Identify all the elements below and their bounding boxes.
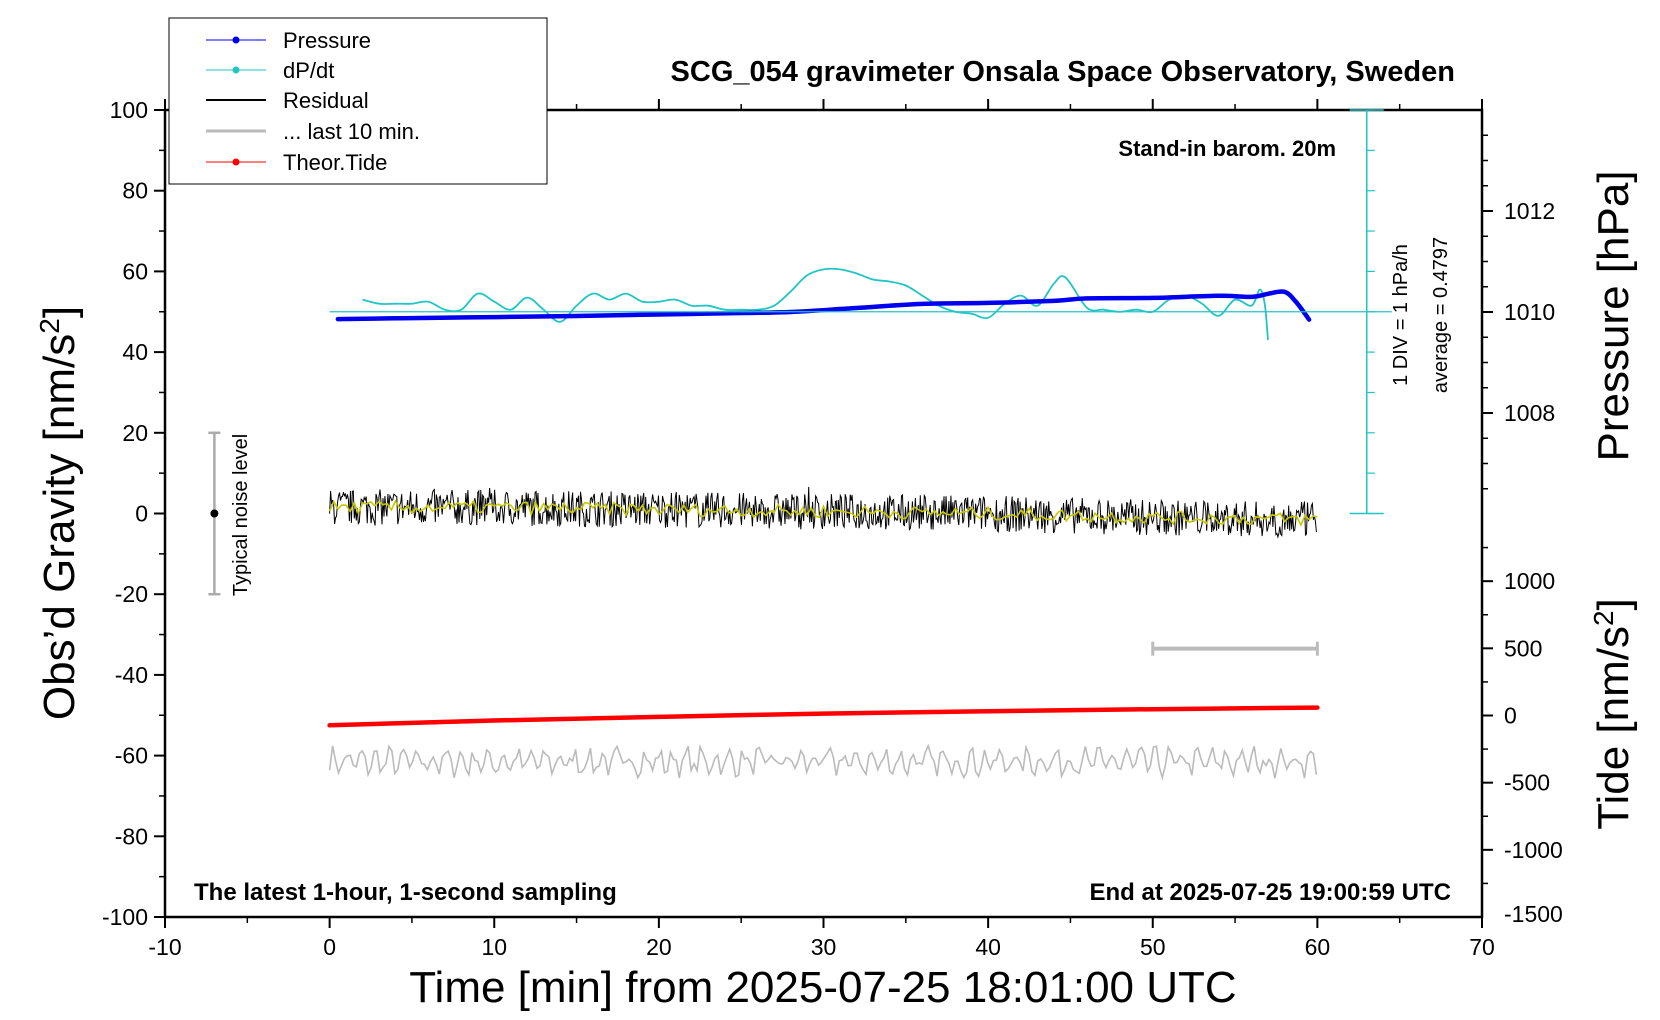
legend-label-residual: Residual: [283, 88, 369, 113]
x-axis-title: Time [min] from 2025-07-25 18:01:00 UTC: [409, 963, 1236, 1012]
pressure-tick-label: 1008: [1504, 400, 1555, 426]
series-residual-smoothed: [328, 499, 1318, 527]
series-residual: [329, 486, 1317, 539]
x-tick-label: 60: [1305, 934, 1331, 960]
chart-title: SCG_054 gravimeter Onsala Space Observat…: [671, 56, 1455, 88]
series-layer: [327, 267, 1320, 781]
tide-axis-title-sup: 2: [1588, 610, 1619, 626]
y-tick-label: 60: [122, 258, 148, 284]
bottom-right-note: End at 2025-07-25 19:00:59 UTC: [1090, 879, 1452, 906]
y-tick-label: -20: [115, 581, 148, 607]
tide-axis-title: Tide [nm/s2]: [1588, 598, 1639, 830]
legend-marker-pressure: [232, 36, 240, 44]
x-tick-label: 0: [323, 934, 336, 960]
x-tick-label: 30: [811, 934, 837, 960]
tide-tick-label: 1000: [1504, 568, 1555, 594]
pressure-axis-title: Pressure [hPa]: [1589, 170, 1638, 461]
series-dpdt: [362, 267, 1269, 341]
x-tick-label: 40: [975, 934, 1001, 960]
series-pressure: [335, 289, 1312, 322]
x-tick-label: 10: [481, 934, 507, 960]
y-tick-label: -80: [115, 823, 148, 849]
axis-ticks: -10 0 10 20 30 40 50 60 70-100-80-60-40-20020406…: [102, 97, 1563, 960]
legend: Pressure dP/dt Residual ... last 10 min.…: [168, 17, 548, 185]
x-tick-label: 50: [1140, 934, 1166, 960]
y-tick-label: 0: [135, 501, 148, 527]
x-tick-label: 20: [646, 934, 672, 960]
legend-label-last10: ... last 10 min.: [283, 119, 420, 144]
y-axis-title-close: ]: [35, 306, 84, 318]
legend-label-dpdt: dP/dt: [283, 58, 334, 83]
dpdt-scale: [329, 109, 1392, 515]
average-label: average = 0.4797: [1430, 237, 1452, 393]
pressure-tick-label: 1012: [1504, 198, 1555, 224]
legend-marker-tide: [232, 158, 240, 166]
tide-axis-title-close: ]: [1589, 598, 1638, 610]
tide-tick-label: 0: [1504, 703, 1517, 729]
y-tick-label: -100: [102, 904, 148, 930]
y-tick-label: 100: [110, 97, 148, 123]
legend-label-tide: Theor.Tide: [283, 150, 387, 175]
pressure-tick-label: 1010: [1504, 299, 1555, 325]
tide-tick-label: -500: [1504, 770, 1550, 796]
series-last-10-min: [328, 743, 1318, 781]
x-tick-label: -10: [148, 934, 181, 960]
y-tick-label: -60: [115, 743, 148, 769]
barometer-note: Stand-in barom. 20m: [1118, 136, 1336, 161]
noise-label: Typical noise level: [230, 434, 252, 596]
y-tick-label: 40: [122, 339, 148, 365]
y-axis-title-main: Obs’d Gravity [nm/s: [35, 334, 84, 720]
tide-tick-label: -1000: [1504, 837, 1563, 863]
y-axis-title-sup: 2: [34, 318, 65, 334]
series-theor-tide: [327, 705, 1320, 728]
legend-marker-dpdt: [232, 66, 240, 74]
x-tick-label: 70: [1469, 934, 1495, 960]
tide-tick-label: 500: [1504, 635, 1542, 661]
y-tick-label: 20: [122, 420, 148, 446]
y-tick-label: -40: [115, 662, 148, 688]
tide-axis-title-main: Tide [nm/s: [1589, 626, 1638, 830]
legend-label-pressure: Pressure: [283, 28, 371, 53]
y-tick-label: 80: [122, 178, 148, 204]
y-axis-title: Obs’d Gravity [nm/s2]: [34, 306, 85, 720]
bottom-left-note: The latest 1-hour, 1-second sampling: [194, 879, 617, 906]
div-label: 1 DIV = 1 hPa/h: [1390, 244, 1412, 386]
noise-bar: [208, 431, 221, 596]
tide-tick-label: -1500: [1504, 901, 1563, 927]
noise-bar-center: [210, 509, 219, 518]
